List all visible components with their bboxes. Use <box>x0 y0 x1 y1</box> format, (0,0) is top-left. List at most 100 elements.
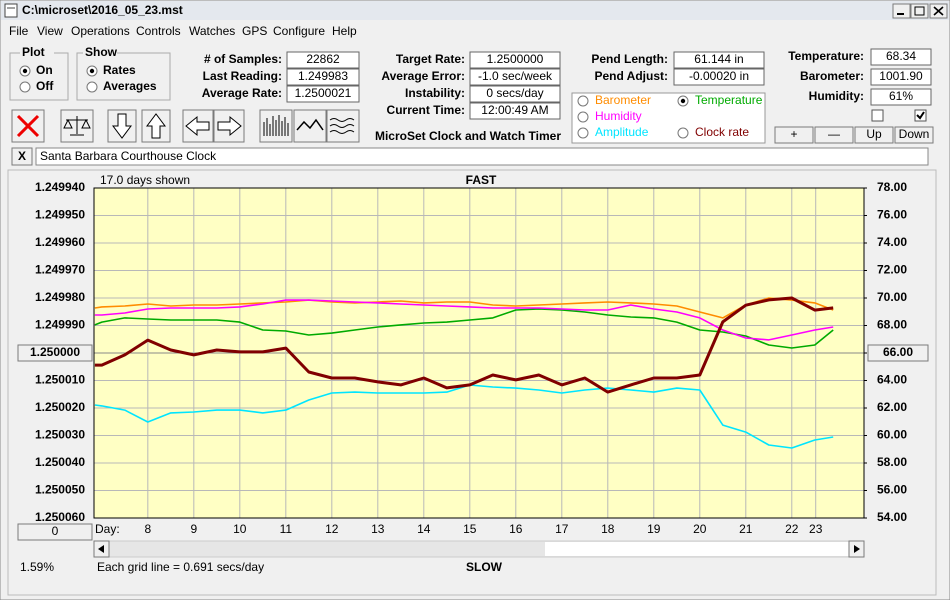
radio[interactable] <box>577 111 589 123</box>
menu-item[interactable]: Help <box>332 24 357 38</box>
field-value: 61.144 in <box>694 52 743 66</box>
maximize-button[interactable] <box>910 3 929 19</box>
menu-item[interactable]: GPS <box>242 24 267 38</box>
menu-item[interactable]: View <box>37 24 63 38</box>
radio[interactable] <box>577 95 589 107</box>
x-tick-label: 17 <box>555 522 569 536</box>
delete-button[interactable] <box>11 109 45 143</box>
reference-button[interactable] <box>867 344 929 362</box>
field-value: 61% <box>889 89 913 103</box>
clock-name-field[interactable] <box>35 147 929 166</box>
button[interactable] <box>814 126 854 144</box>
field-box <box>870 48 932 66</box>
field-box <box>286 85 360 103</box>
scroll-region <box>545 542 851 556</box>
y-tick-label: 1.250050 <box>35 483 85 497</box>
waves-button[interactable] <box>326 109 360 143</box>
legend-label: Amplitude <box>595 125 649 139</box>
menu-item[interactable]: Configure <box>273 24 325 38</box>
field-value: -0.00020 in <box>689 69 749 83</box>
field-box <box>870 88 932 106</box>
button-label: — <box>828 127 840 141</box>
field-box <box>870 68 932 86</box>
bars-icon <box>263 115 289 136</box>
y2-tick-label: 68.00 <box>877 318 907 332</box>
series-line <box>94 297 834 319</box>
up-icon <box>146 113 166 139</box>
y2-tick-label: 58.00 <box>877 455 907 469</box>
radio[interactable] <box>19 81 31 93</box>
button[interactable] <box>894 126 934 144</box>
reference-button[interactable] <box>17 344 93 362</box>
menu-item[interactable]: Controls <box>136 24 181 38</box>
radio[interactable] <box>577 127 589 139</box>
y2-tick-label: 64.00 <box>877 373 907 387</box>
field-value: -1.0 sec/week <box>478 69 553 83</box>
app-title: MicroSet Clock and Watch Timer <box>375 129 561 143</box>
radio-dot <box>680 98 686 104</box>
scroll-left-glyph <box>98 545 104 553</box>
check-mark <box>916 111 925 120</box>
x-tick-label: 18 <box>601 522 615 536</box>
offset-button[interactable] <box>17 523 93 541</box>
field-label: Instability: <box>405 86 465 100</box>
x-tick-label: 10 <box>233 522 247 536</box>
legend-label: Barometer <box>595 93 651 107</box>
x-tick-label: 8 <box>144 522 151 536</box>
x-tick-label: 19 <box>647 522 661 536</box>
menu-item[interactable]: File <box>9 24 29 38</box>
radio-label: Averages <box>103 79 157 93</box>
field-value: 0 secs/day <box>486 86 543 100</box>
radio-label: Off <box>36 79 54 93</box>
clear-button[interactable] <box>11 147 33 166</box>
clear-button-label: X <box>18 149 26 163</box>
button[interactable] <box>774 126 814 144</box>
field-value: 12:00:49 AM <box>481 103 548 117</box>
window-controls <box>892 3 948 19</box>
menu-item[interactable]: Operations <box>71 24 130 38</box>
y2-tick-label: 54.00 <box>877 510 907 524</box>
radio-dot <box>89 68 95 74</box>
field-box <box>469 68 561 86</box>
field-box <box>673 68 765 86</box>
scroll-right-glyph <box>854 545 860 553</box>
maximize-glyph <box>914 6 925 16</box>
field-label: Average Error: <box>381 69 465 83</box>
y-tick-label: 1.250030 <box>35 428 85 442</box>
app-icon <box>4 3 18 18</box>
field-box <box>469 85 561 103</box>
field-label: Barometer: <box>800 69 864 83</box>
x-tick-label: 14 <box>417 522 431 536</box>
title-bar <box>1 1 949 20</box>
axes: 1.249940 1.249950 1.249960 1.249970 1.249980… <box>17 180 929 536</box>
menu-item[interactable]: Watches <box>189 24 235 38</box>
field-box <box>286 68 360 86</box>
checkbox[interactable] <box>871 109 884 122</box>
offset-label: 0 <box>52 524 59 538</box>
field-value: 68.34 <box>886 49 916 63</box>
y-tick-label: 1.249980 <box>35 290 85 304</box>
button[interactable] <box>854 126 894 144</box>
field-value: 1.2500021 <box>295 86 352 100</box>
down-icon <box>112 113 132 139</box>
y-tick-label: 1.250060 <box>35 510 85 524</box>
radio[interactable] <box>677 127 689 139</box>
field-label: # of Samples: <box>204 52 282 66</box>
zoom-label: 1.59% <box>20 560 54 574</box>
clock-name: Santa Barbara Courthouse Clock <box>40 149 217 163</box>
y2-tick-label: 70.00 <box>877 290 907 304</box>
radio-label: On <box>36 63 53 77</box>
y-tick-label: 1.249950 <box>35 208 85 222</box>
x-tick-label: 13 <box>371 522 385 536</box>
radio[interactable] <box>86 81 98 93</box>
button-label: Up <box>866 127 882 141</box>
balance-icon <box>63 116 91 136</box>
minimize-button[interactable] <box>892 3 911 19</box>
chart-footnote: Each grid line = 0.691 secs/day <box>97 560 264 574</box>
right-icon <box>217 115 242 137</box>
wave-button[interactable] <box>293 109 327 143</box>
y-tick-label: 1.249990 <box>35 318 85 332</box>
field-label: Current Time: <box>387 103 465 117</box>
field-label: Target Rate: <box>396 52 465 66</box>
